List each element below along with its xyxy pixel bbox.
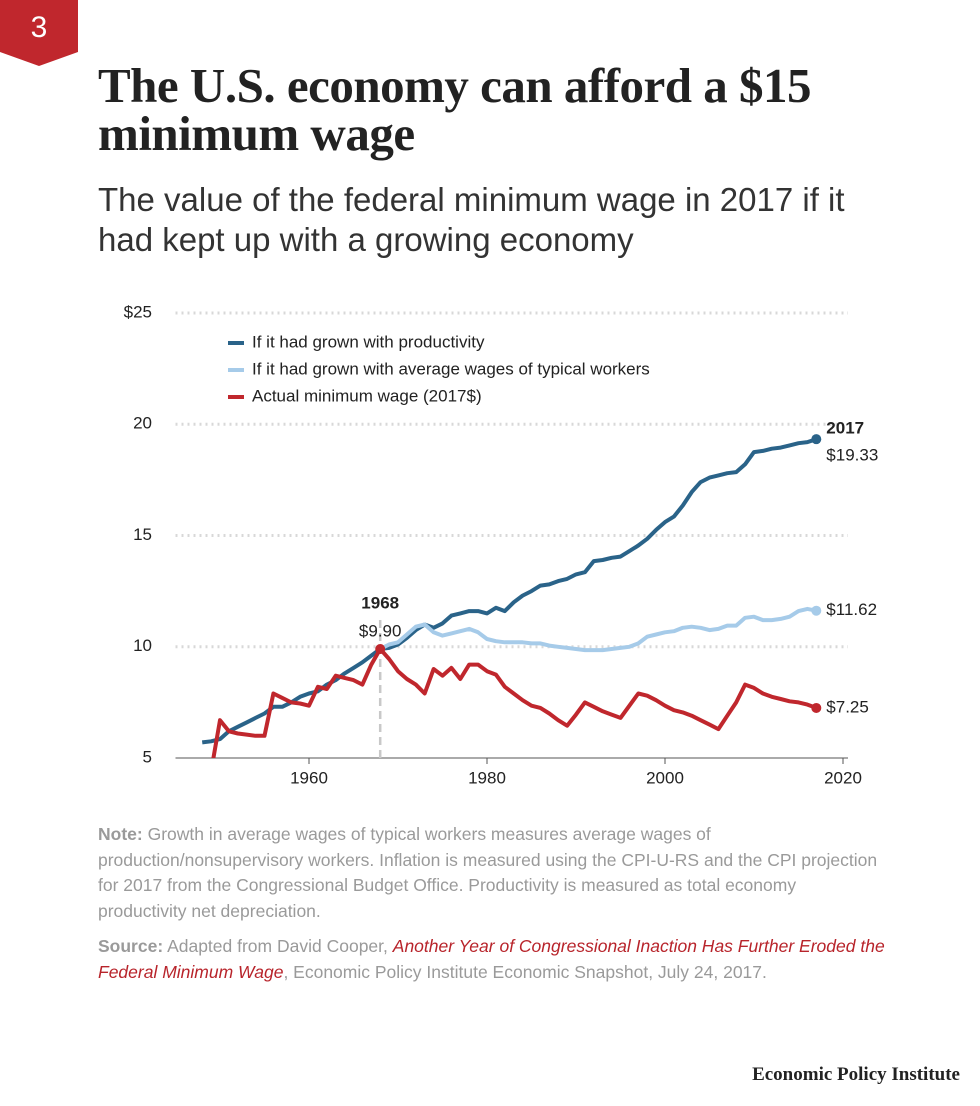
badge-shape: [0, 0, 78, 66]
chart-subtitle: The value of the federal minimum wage in…: [98, 181, 845, 258]
y-tick-label: 5: [143, 747, 152, 766]
chart-title: The U.S. economy can afford a $15 minimu…: [98, 58, 812, 161]
series-line: [201, 437, 817, 745]
note: Note: Growth in average wages of typical…: [98, 822, 888, 924]
end-dot: [811, 702, 822, 713]
x-tick-label: 1960: [290, 768, 328, 787]
badge-number: 3: [31, 11, 48, 44]
badge: 3: [0, 0, 78, 66]
legend-label: If it had grown with productivity: [252, 332, 485, 351]
source: Source: Adapted from David Cooper, Anoth…: [98, 934, 888, 985]
end-dot: [811, 434, 822, 445]
highlight-dot: [375, 643, 386, 654]
chart: $25 20 15 10 5 1960 1980 2000 2020 $19.33 $11.62 $7…: [124, 302, 879, 787]
source-link[interactable]: Another Year of Congressional Inaction H…: [98, 936, 885, 982]
highlight-value-label: $9.90: [359, 621, 402, 640]
source-text: Adapted from David Cooper,: [167, 936, 388, 956]
y-tick-label: 20: [133, 414, 152, 433]
y-tick-label: $25: [124, 302, 152, 321]
series-line: [211, 647, 817, 758]
footer: Economic Policy Institute: [752, 1064, 960, 1085]
y-tick-label: 15: [133, 525, 152, 544]
note-text: Growth in average wages of typical worke…: [98, 824, 878, 921]
y-tick-label: 10: [133, 636, 152, 655]
legend-label: If it had grown with average wages of ty…: [252, 359, 650, 378]
source-text: , Economic Policy Institute Economic Sna…: [283, 961, 767, 982]
x-tick-label: 1980: [468, 768, 506, 787]
end-label: $7.25: [826, 697, 869, 716]
end-dot: [811, 605, 822, 616]
x-tick-label: 2020: [824, 768, 862, 787]
series-line: [379, 606, 817, 653]
end-year-label: 2017: [826, 419, 864, 438]
source-heading: Source:: [98, 936, 164, 956]
note-heading: Note:: [98, 824, 143, 844]
highlight-label: 1968: [361, 593, 399, 612]
end-label: $11.62: [826, 600, 877, 619]
end-label: $19.33: [826, 446, 878, 465]
legend-label: Actual minimum wage (2017$): [252, 386, 482, 405]
x-tick-label: 2000: [646, 768, 684, 787]
